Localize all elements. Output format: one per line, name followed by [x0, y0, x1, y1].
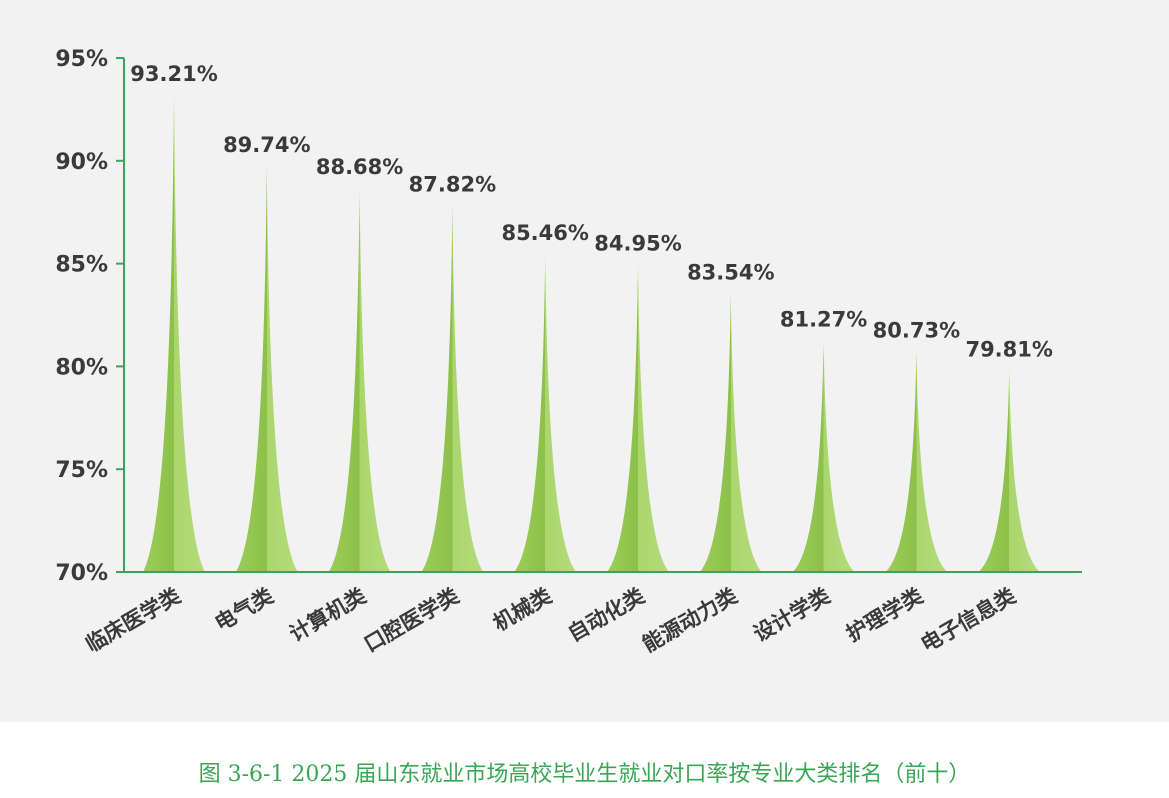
- spike-bar: [792, 340, 855, 572]
- x-tick-label: 自动化类: [564, 583, 650, 646]
- y-tick-label: 95%: [55, 47, 108, 72]
- data-label: 83.54%: [687, 261, 774, 285]
- spike-bar: [607, 264, 669, 572]
- x-tick-label: 设计学类: [749, 583, 835, 646]
- data-label: 84.95%: [594, 232, 681, 256]
- data-label: 79.81%: [965, 337, 1052, 361]
- x-tick-label: 护理学类: [842, 583, 928, 646]
- spike-bar-chart: 70% 75% 80% 85% 90% 95% 93.21% 89.74%88.68%87.…: [55, 47, 1082, 657]
- spike-bar: [699, 293, 762, 572]
- spike-bar: [514, 254, 577, 572]
- chart-panel: 70% 75% 80% 85% 90% 95% 93.21% 89.74% 88.68% 87.…: [0, 0, 1169, 722]
- y-axis: 70% 75% 80% 85% 90% 95%: [55, 47, 125, 586]
- spike-bar: [143, 94, 205, 572]
- x-tick-label: 电子信息类: [917, 583, 1021, 657]
- x-tick-label: 能源动力类: [638, 583, 742, 657]
- spike-bar: [885, 351, 948, 572]
- y-tick-label: 75%: [55, 458, 108, 483]
- spikes: 93.21% 89.74%88.68%87.82%85.46% 84.95%83.5…: [130, 62, 1053, 573]
- data-label: 85.46%: [501, 221, 588, 245]
- spike-bar: [421, 205, 484, 573]
- y-tick-label: 80%: [55, 355, 108, 380]
- x-tick-label: 电气类: [211, 583, 278, 636]
- x-tick-label: 口腔医学类: [360, 583, 464, 657]
- spike-bar: [978, 370, 1041, 572]
- x-tick-label: 机械类: [489, 583, 556, 636]
- spike-bar: [328, 187, 391, 572]
- data-label: 87.82%: [409, 173, 496, 197]
- x-tick-label: 临床医学类: [82, 583, 186, 657]
- data-label: 89.74%: [223, 133, 310, 157]
- y-tick-label: 70%: [55, 561, 108, 586]
- y-tick-label: 90%: [55, 150, 108, 175]
- spike-bar: [235, 166, 298, 572]
- data-label: 81.27%: [780, 307, 867, 331]
- y-tick-label: 85%: [55, 253, 108, 278]
- data-label: 93.21%: [130, 62, 217, 86]
- figure-caption: 图 3-6-1 2025 届山东就业市场高校毕业生就业对口率按专业大类排名（前十…: [198, 762, 971, 787]
- data-label: 80.73%: [873, 318, 960, 342]
- x-tick-label: 计算机类: [285, 583, 371, 646]
- data-label: 88.68%: [316, 155, 403, 179]
